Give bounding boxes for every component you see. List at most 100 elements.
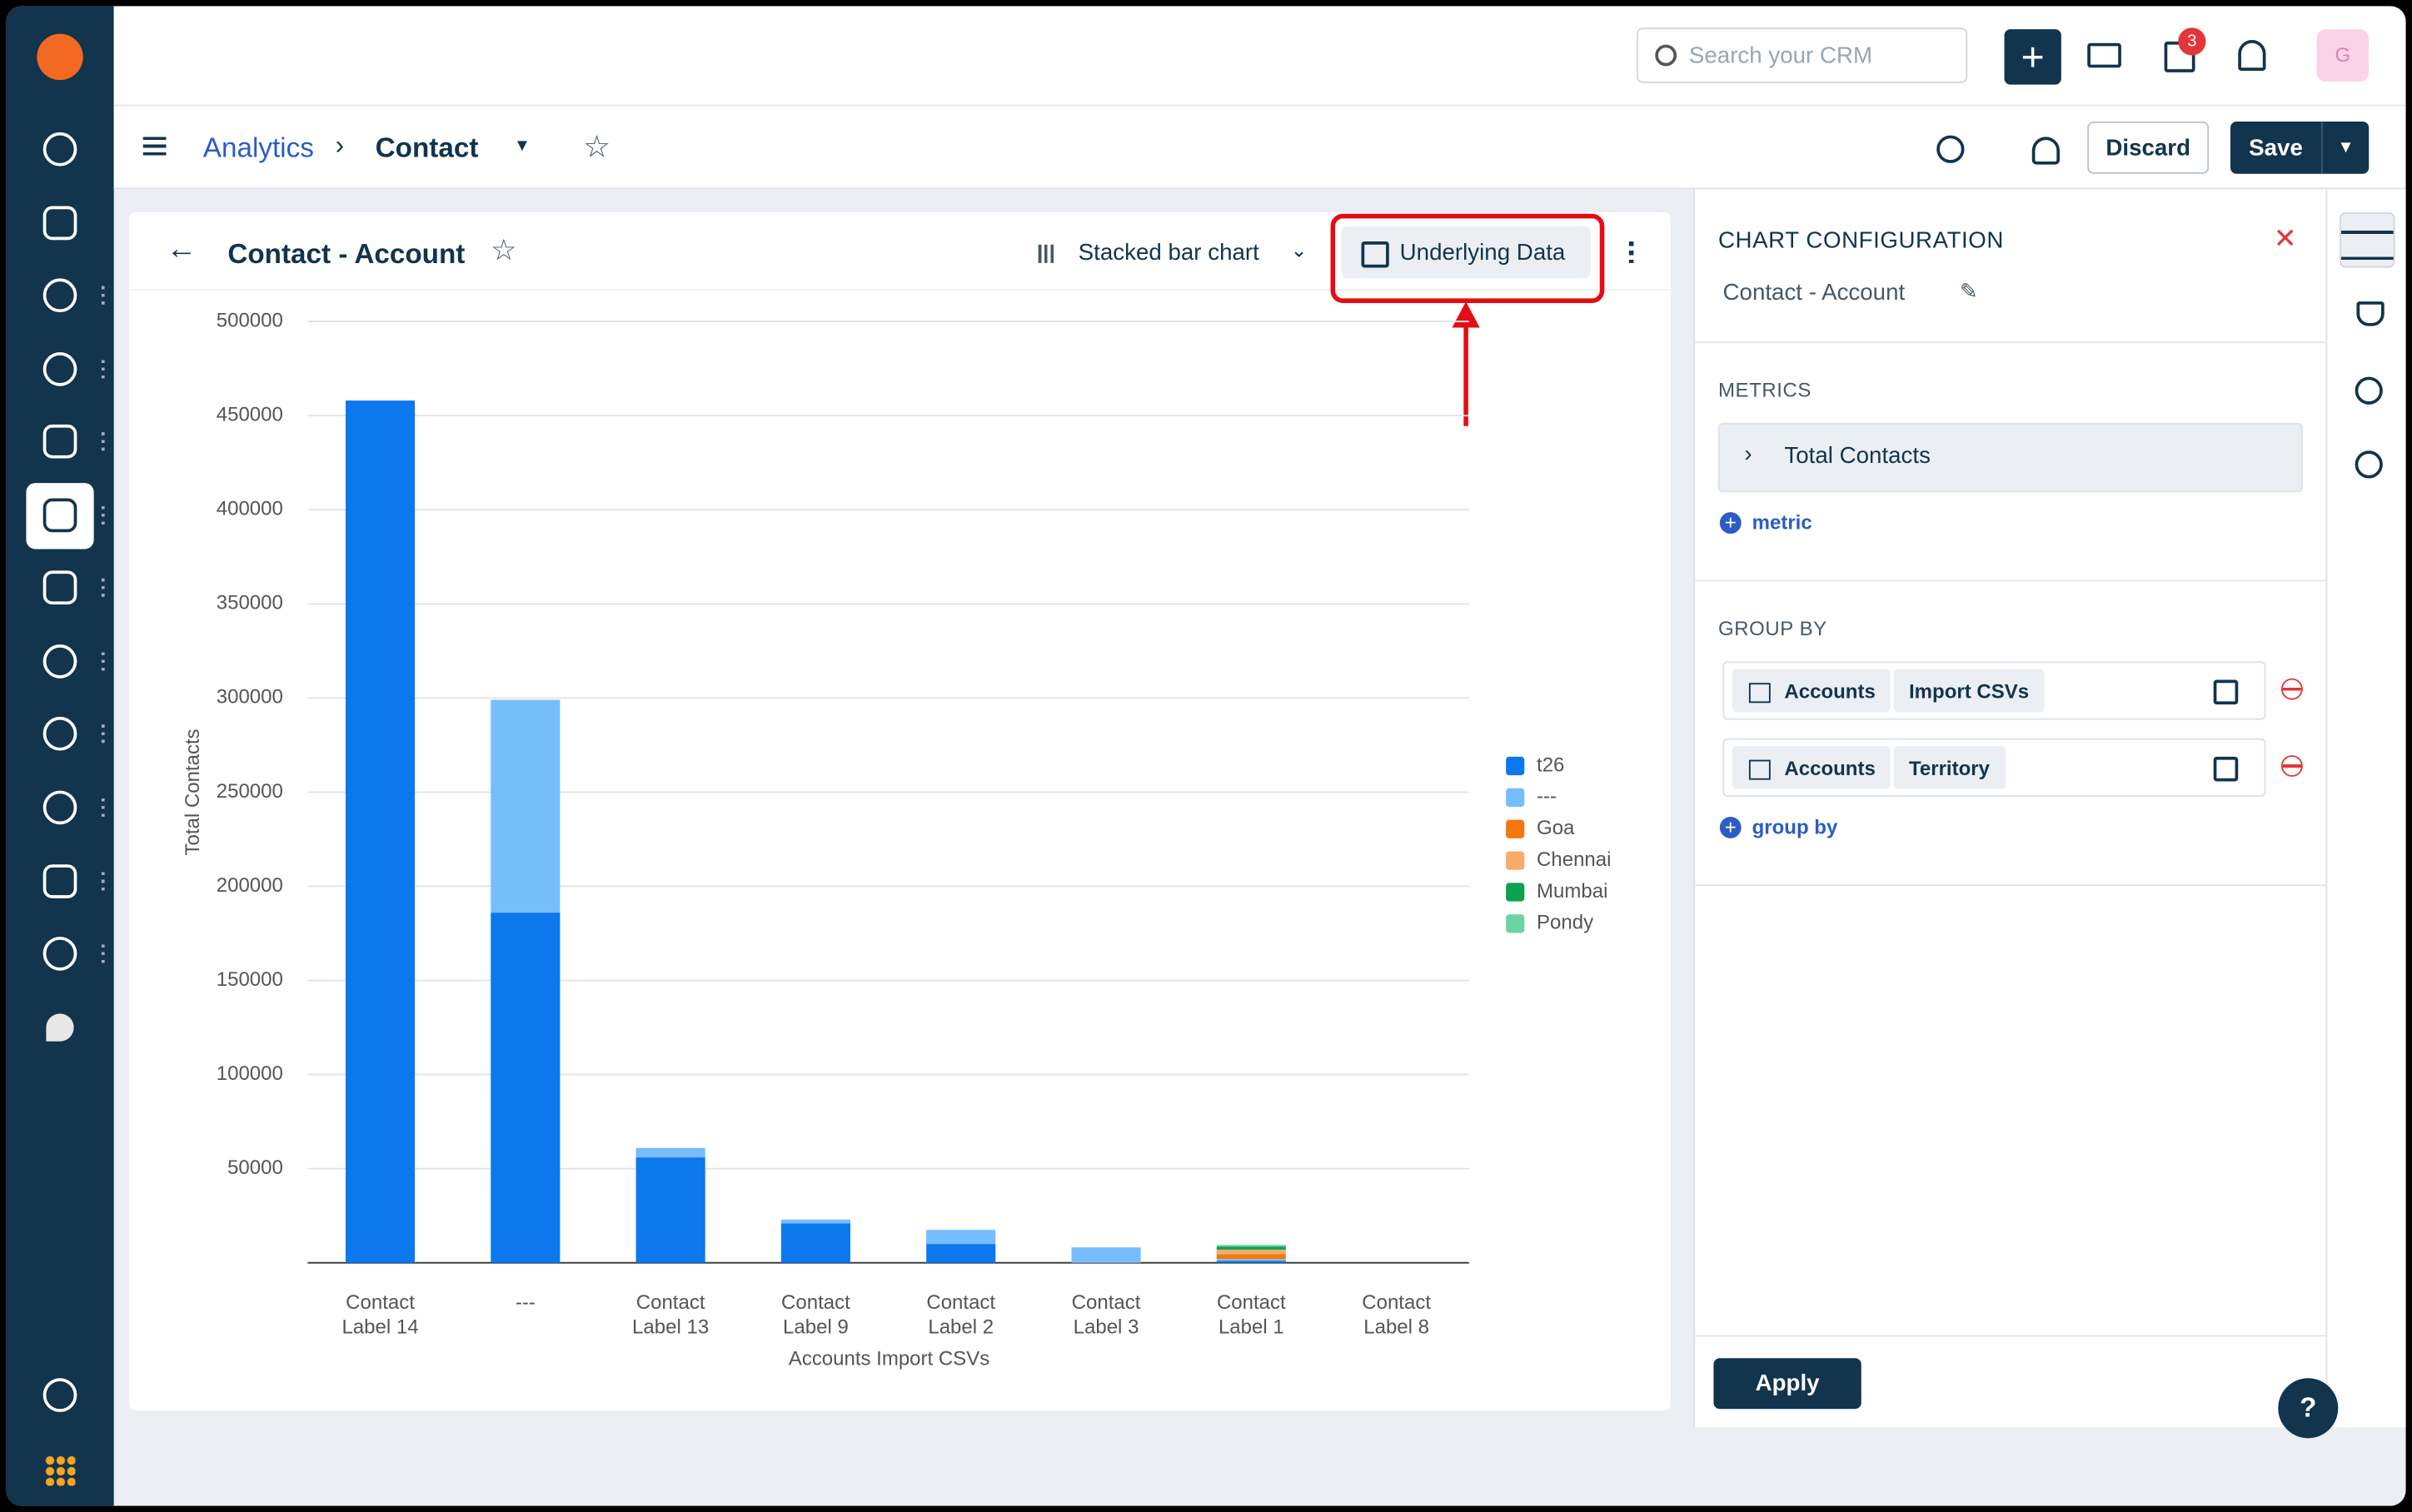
nav-more[interactable]: [101, 944, 105, 963]
grid-icon: [1748, 759, 1771, 780]
nav-icon[interactable]: [42, 790, 77, 825]
underlying-data-button[interactable]: Underlying Data: [1341, 226, 1591, 279]
nav-icon[interactable]: [42, 644, 77, 679]
sub-bar: Analytics › Contact ▼ ☆ Discard Save ▼: [113, 106, 2406, 190]
expand-caret: ›: [1744, 441, 1752, 468]
add-group-by-icon[interactable]: +: [1719, 816, 1742, 838]
apply-button[interactable]: Apply: [1713, 1358, 1861, 1410]
mail-icon[interactable]: [2087, 42, 2121, 68]
chart-type-caret[interactable]: ⌄: [1290, 238, 1308, 262]
menu-icon[interactable]: [142, 137, 167, 156]
nav-icon[interactable]: [42, 352, 77, 386]
metric-name: Total Contacts: [1784, 443, 1931, 470]
add-group-by[interactable]: group by: [1752, 815, 1838, 838]
nav-icon[interactable]: [42, 570, 77, 605]
group-by-field: Territory: [1893, 745, 2006, 789]
remove-group-by[interactable]: [2280, 755, 2303, 777]
table-icon: [1361, 241, 1389, 268]
nav-more[interactable]: [101, 286, 105, 305]
x-tick-label: Contact Label 3: [1071, 1290, 1141, 1339]
card-header: [129, 212, 1671, 291]
right-rail: [2325, 189, 2406, 1428]
logo[interactable]: [37, 33, 83, 81]
group-by-entity: Accounts: [1732, 745, 1891, 789]
add-metric-icon[interactable]: +: [1719, 511, 1742, 535]
nav-icon[interactable]: [42, 278, 77, 313]
metric-row[interactable]: › Total Contacts: [1717, 423, 2303, 493]
remove-group-by[interactable]: [2280, 678, 2303, 700]
divider: [1695, 579, 2326, 582]
x-tick-label: Contact Label 14: [341, 1290, 419, 1339]
calendar-icon[interactable]: [2213, 756, 2239, 782]
nav-more[interactable]: [101, 505, 105, 525]
group-by-row[interactable]: Accounts Import CSVs: [1722, 661, 2266, 720]
save-button[interactable]: Save ▼: [2230, 121, 2370, 174]
x-tick-label: Contact Label 8: [1362, 1290, 1432, 1339]
save-label: Save: [2249, 134, 2303, 162]
nav-icon[interactable]: [42, 206, 77, 241]
rocket-icon[interactable]: [46, 1013, 74, 1042]
help-icon[interactable]: [1936, 135, 1965, 163]
nav-more[interactable]: [101, 578, 105, 597]
filter-icon[interactable]: [2356, 301, 2385, 326]
save-caret[interactable]: ▼: [2320, 121, 2369, 174]
calendar-icon[interactable]: [2213, 679, 2239, 705]
divider: [1695, 1335, 2326, 1337]
group-by-field: Import CSVs: [1893, 669, 2045, 713]
back-arrow[interactable]: ←: [166, 231, 197, 266]
x-tick-label: Contact Label 2: [926, 1290, 996, 1339]
phone-icon[interactable]: [42, 1378, 77, 1412]
ai-icon[interactable]: [2355, 450, 2383, 479]
palette-icon[interactable]: [2355, 376, 2383, 405]
highlight-box: [1330, 213, 1605, 303]
more-menu[interactable]: [1628, 241, 1634, 263]
search-icon: [1655, 44, 1677, 67]
dropdown-caret[interactable]: ▼: [513, 137, 531, 156]
sidebar: [6, 6, 114, 1506]
users-icon[interactable]: [2031, 137, 2060, 165]
grid-icon: [1748, 683, 1771, 704]
favorite-star[interactable]: ☆: [582, 131, 611, 165]
rail-active[interactable]: [2340, 211, 2395, 268]
add-button[interactable]: +: [2004, 29, 2061, 85]
config-title: CHART CONFIGURATION: [1717, 227, 2004, 254]
underlying-data-label: Underlying Data: [1399, 239, 1566, 266]
chart-type-icon: [1038, 244, 1057, 263]
apps-icon[interactable]: [44, 1455, 76, 1486]
chart-type-select[interactable]: Stacked bar chart: [1078, 240, 1259, 266]
nav-icon[interactable]: [42, 864, 77, 898]
bell-icon[interactable]: [2238, 40, 2266, 71]
search-box[interactable]: Search your CRM: [1637, 27, 1968, 83]
nav-icon: [42, 498, 77, 533]
nav-more[interactable]: [101, 432, 105, 451]
nav-more[interactable]: [101, 724, 105, 744]
notification-badge: 3: [2178, 27, 2206, 56]
metrics-label: METRICS: [1717, 378, 1811, 402]
group-by-row[interactable]: Accounts Territory: [1722, 738, 2266, 797]
avatar[interactable]: G: [2316, 29, 2370, 82]
nav-more[interactable]: [101, 360, 105, 379]
edit-icon[interactable]: ✎: [1959, 278, 1978, 303]
nav-icon[interactable]: [42, 132, 77, 167]
x-tick-label: Contact Label 1: [1216, 1290, 1286, 1339]
add-metric[interactable]: metric: [1752, 510, 1812, 535]
breadcrumb-parent[interactable]: Analytics: [202, 132, 314, 163]
nav-active[interactable]: [26, 483, 94, 550]
close-config[interactable]: ✕: [2273, 222, 2297, 254]
help-bubble[interactable]: ?: [2278, 1378, 2339, 1439]
discard-button[interactable]: Discard: [2087, 121, 2210, 174]
nav-icon[interactable]: [42, 716, 77, 751]
chart-card: ← Contact - Account ☆ Stacked bar chart …: [129, 211, 1671, 1411]
chip-text: Territory: [1909, 755, 1990, 779]
nav-more[interactable]: [101, 798, 105, 817]
nav-icon[interactable]: [42, 424, 77, 459]
card-star[interactable]: ☆: [491, 235, 517, 268]
nav-more[interactable]: [101, 652, 105, 671]
config-panel: CHART CONFIGURATION ✕ Contact - Account …: [1693, 189, 2326, 1428]
nav-more[interactable]: [101, 872, 105, 891]
x-tick-label: Contact Label 9: [781, 1290, 850, 1339]
chip-text: Accounts: [1784, 679, 1876, 703]
nav-icon[interactable]: [42, 937, 77, 971]
